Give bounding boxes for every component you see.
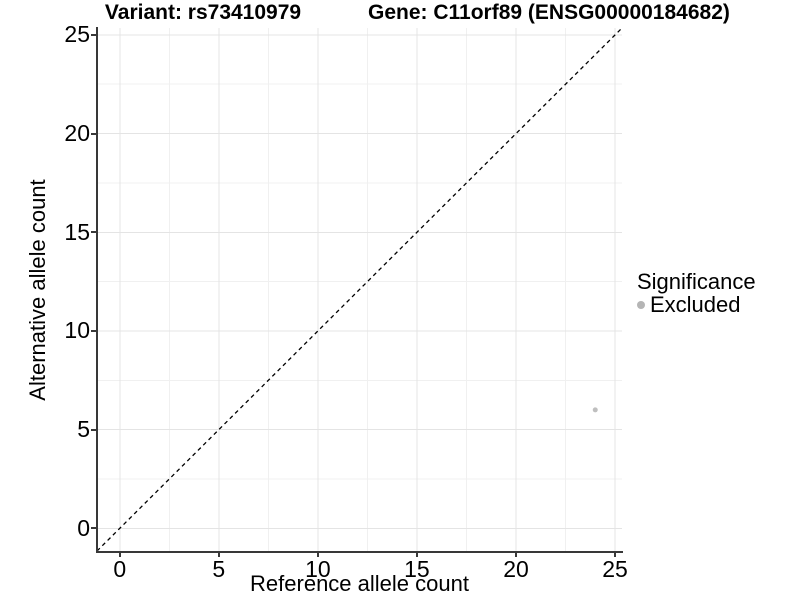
x-tick-mark <box>515 552 517 557</box>
y-tick-label: 25 <box>64 21 90 48</box>
data-point <box>592 407 598 413</box>
legend-entry-label: Excluded <box>650 292 741 317</box>
variant-title: Variant: rs73410979 <box>104 1 302 24</box>
y-tick-label: 10 <box>64 317 90 344</box>
plot-canvas <box>97 28 622 552</box>
x-tick-label: 25 <box>602 556 628 582</box>
y-tick-mark <box>91 33 96 36</box>
y-axis-line <box>95 27 98 552</box>
legend-title: Significance <box>637 269 756 294</box>
x-tick-mark <box>415 552 418 557</box>
gene-title: Gene: C11orf89 (ENSG00000184682) <box>368 1 730 24</box>
y-tick-label: 0 <box>77 514 90 541</box>
x-tick-label: 5 <box>212 556 226 582</box>
y-tick-mark <box>91 428 96 431</box>
x-tick-mark <box>614 552 617 557</box>
y-tick-label: 20 <box>64 120 90 147</box>
excluded-point-swatch <box>637 300 645 309</box>
y-tick-label: 15 <box>64 218 90 245</box>
x-tick-mark <box>118 552 121 557</box>
x-tick-mark <box>316 552 319 557</box>
y-tick-mark <box>91 329 96 332</box>
x-tick-label: 15 <box>404 556 430 582</box>
plot-panel <box>97 28 622 552</box>
y-tick-mark <box>91 132 96 135</box>
x-tick-label: 10 <box>305 556 331 582</box>
x-axis-title: Reference allele count <box>250 571 469 596</box>
y-axis-title: Alternative allele count <box>25 179 50 401</box>
x-tick-label: 0 <box>113 556 127 582</box>
identity-dashed-line <box>97 28 622 552</box>
y-tick-mark <box>91 231 96 234</box>
x-tick-label: 20 <box>503 556 529 582</box>
legend-entry-excluded: Excluded <box>637 293 756 316</box>
y-tick-label: 5 <box>77 416 90 443</box>
x-axis-line <box>95 550 623 553</box>
y-tick-mark <box>91 527 96 530</box>
legend: Significance Excluded <box>637 270 756 316</box>
x-tick-mark <box>217 552 220 557</box>
